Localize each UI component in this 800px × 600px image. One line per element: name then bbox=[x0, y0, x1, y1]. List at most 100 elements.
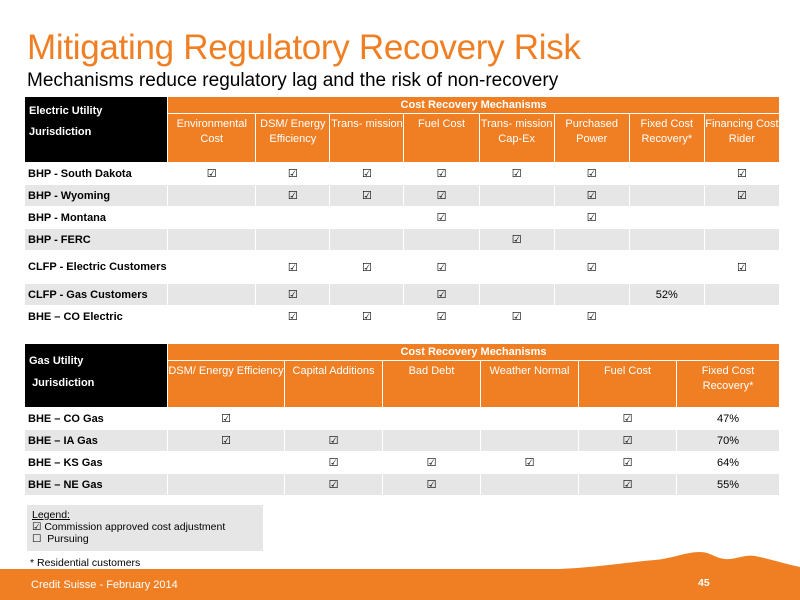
electric-row-cell: ☑ bbox=[479, 306, 554, 327]
gas-row-cell bbox=[383, 430, 480, 451]
electric-row-cell bbox=[168, 229, 256, 250]
electric-row-cell: ☑ bbox=[330, 185, 404, 206]
electric-row-cell: ☑ bbox=[404, 284, 479, 305]
electric-row-cell: ☑ bbox=[168, 163, 256, 184]
gas-row-cell: ☑ bbox=[481, 452, 578, 473]
electric-row-cell: ☑ bbox=[256, 284, 330, 305]
electric-row-cell: ☑ bbox=[404, 251, 479, 283]
electric-row-cell bbox=[330, 207, 404, 228]
electric-column-header: Fuel Cost bbox=[404, 114, 479, 162]
electric-row-name: BHE – CO Electric bbox=[25, 306, 168, 327]
gas-row-cell: 70% bbox=[677, 430, 779, 451]
electric-row-cell: ☑ bbox=[330, 163, 404, 184]
gas-row-cell bbox=[168, 452, 284, 473]
checkbox-checked-icon: ☑ bbox=[32, 521, 42, 533]
electric-column-header: Trans- mission bbox=[330, 114, 404, 162]
gas-row-cell: 47% bbox=[677, 408, 779, 429]
gas-column-header: Fuel Cost bbox=[579, 361, 676, 407]
electric-row-cell: ☑ bbox=[404, 306, 479, 327]
gas-column-header: Weather Normal bbox=[481, 361, 578, 407]
electric-table-row: BHP - FERC ☑ bbox=[25, 229, 779, 250]
electric-row-cell bbox=[704, 284, 779, 305]
electric-row-cell: ☑ bbox=[404, 185, 479, 206]
gas-row-cell: ☑ bbox=[383, 452, 480, 473]
gas-row-cell bbox=[168, 474, 284, 495]
electric-row-cell bbox=[168, 306, 256, 327]
gas-row-cell bbox=[481, 430, 578, 451]
gas-column-header: Capital Additions bbox=[285, 361, 382, 407]
electric-row-cell: ☑ bbox=[256, 251, 330, 283]
gas-row-cell: ☑ bbox=[383, 474, 480, 495]
page-title: Mitigating Regulatory Recovery Risk bbox=[27, 28, 581, 67]
electric-row-cell: ☑ bbox=[256, 163, 330, 184]
electric-row-cell bbox=[704, 306, 779, 327]
electric-table-row: CLFP - Electric Customers ☑ ☑ ☑ ☑ ☑ bbox=[25, 251, 779, 283]
gas-row-name: BHE – CO Gas bbox=[25, 408, 167, 429]
electric-row-cell: ☑ bbox=[330, 251, 404, 283]
gas-column-header: DSM/ Energy Efficiency bbox=[168, 361, 284, 407]
electric-row-cell: ☑ bbox=[256, 185, 330, 206]
electric-table-row: BHP - South Dakota ☑ ☑ ☑ ☑ ☑ ☑ ☑ bbox=[25, 163, 779, 184]
electric-row-cell bbox=[629, 251, 704, 283]
electric-table-row: BHP - Wyoming ☑ ☑ ☑ ☑ ☑ bbox=[25, 185, 779, 206]
gas-row-cell: ☑ bbox=[579, 430, 676, 451]
electric-row-cell: ☑ bbox=[554, 306, 629, 327]
gas-row-cell: ☑ bbox=[168, 408, 284, 429]
gas-row-cell: ☑ bbox=[579, 408, 676, 429]
electric-row-cell bbox=[330, 229, 404, 250]
gas-jurisdiction-header: Gas Utility Jurisdiction bbox=[25, 344, 167, 407]
electric-column-header: Financing Cost Rider bbox=[704, 114, 779, 162]
checkbox-empty-icon: ☐ bbox=[32, 533, 42, 545]
electric-row-cell: ☑ bbox=[704, 185, 779, 206]
electric-row-cell bbox=[554, 284, 629, 305]
electric-row-cell bbox=[629, 163, 704, 184]
electric-row-cell: ☑ bbox=[554, 251, 629, 283]
footer-text: Credit Suisse - February 2014 bbox=[31, 579, 178, 591]
electric-column-header: Purchased Power bbox=[554, 114, 629, 162]
electric-row-cell bbox=[704, 229, 779, 250]
electric-row-cell bbox=[629, 185, 704, 206]
electric-row-cell: ☑ bbox=[404, 163, 479, 184]
gas-row-cell: ☑ bbox=[168, 430, 284, 451]
gas-row-cell: ☑ bbox=[285, 430, 382, 451]
gas-row-cell bbox=[481, 408, 578, 429]
gas-row-cell: 64% bbox=[677, 452, 779, 473]
legend-item-approved-label: Commission approved cost adjustment bbox=[44, 521, 226, 533]
electric-row-cell bbox=[168, 207, 256, 228]
gas-row-name: BHE – NE Gas bbox=[25, 474, 167, 495]
gas-column-header: Bad Debt bbox=[383, 361, 480, 407]
electric-row-cell: ☑ bbox=[554, 163, 629, 184]
page-number: 45 bbox=[698, 577, 710, 589]
electric-row-cell bbox=[404, 229, 479, 250]
gas-table-row: BHE – IA Gas ☑ ☑ ☑ 70% bbox=[25, 430, 779, 451]
gas-row-name: BHE – IA Gas bbox=[25, 430, 167, 451]
gas-table-row: BHE – KS Gas ☑ ☑ ☑ ☑ 64% bbox=[25, 452, 779, 473]
gas-row-cell: ☑ bbox=[579, 452, 676, 473]
electric-row-name: CLFP - Gas Customers bbox=[25, 284, 168, 305]
gas-jurisdiction-line1: Gas Utility bbox=[29, 355, 84, 367]
electric-row-cell bbox=[479, 185, 554, 206]
electric-row-cell bbox=[629, 229, 704, 250]
gas-table-row: BHE – CO Gas ☑ ☑ 47% bbox=[25, 408, 779, 429]
gas-row-cell: ☑ bbox=[285, 474, 382, 495]
gas-row-cell bbox=[285, 408, 382, 429]
footnote: * Residential customers bbox=[30, 557, 141, 569]
electric-row-cell: ☑ bbox=[256, 306, 330, 327]
electric-row-name: BHP - Montana bbox=[25, 207, 168, 228]
legend-title: Legend: bbox=[32, 509, 70, 521]
electric-row-cell bbox=[330, 284, 404, 305]
legend-box: Legend: ☑ Commission approved cost adjus… bbox=[27, 505, 263, 551]
electric-row-cell: ☑ bbox=[704, 163, 779, 184]
legend-item-pursuing-label: Pursuing bbox=[47, 533, 89, 545]
electric-row-name: CLFP - Electric Customers bbox=[25, 251, 168, 283]
electric-column-header: Environmental Cost bbox=[168, 114, 256, 162]
electric-jurisdiction-header: Electric Utility Jurisdiction bbox=[25, 97, 168, 162]
electric-row-cell bbox=[256, 207, 330, 228]
electric-row-name: BHP - South Dakota bbox=[25, 163, 168, 184]
electric-row-cell bbox=[554, 229, 629, 250]
electric-row-cell bbox=[479, 251, 554, 283]
gas-row-name: BHE – KS Gas bbox=[25, 452, 167, 473]
electric-row-cell bbox=[629, 306, 704, 327]
electric-column-header: DSM/ Energy Efficiency bbox=[256, 114, 330, 162]
gas-table-row: BHE – NE Gas ☑ ☑ ☑ 55% bbox=[25, 474, 779, 495]
